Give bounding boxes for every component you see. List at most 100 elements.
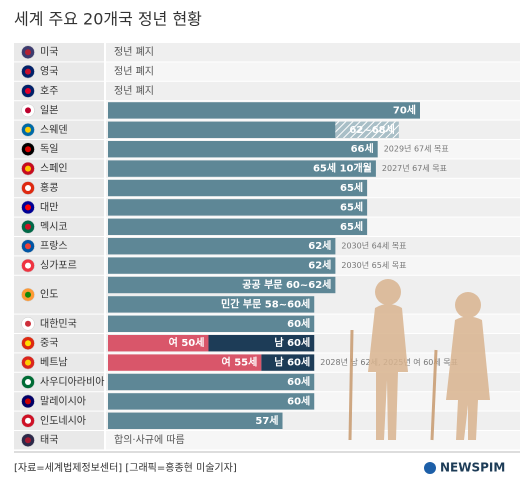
bar-label: 공공 부문 60~62세 (242, 278, 331, 291)
row-text: 정년 폐지 (114, 46, 154, 58)
bar-label: 60세 (287, 317, 310, 330)
row-text: 정년 폐지 (114, 85, 154, 97)
row-background (106, 43, 520, 62)
row-background (106, 81, 520, 101)
bar (108, 179, 368, 197)
label-cell (14, 431, 104, 450)
country-label: 프랑스 (40, 240, 68, 252)
brand-logo (424, 462, 436, 474)
label-cell (14, 256, 104, 275)
bar-label: 62세 (308, 259, 331, 272)
flag-accent (25, 243, 31, 250)
note: 2030년 65세 목표 (341, 260, 406, 270)
bar-label: 66세 (351, 142, 374, 155)
bar-label: 70세 (393, 103, 416, 116)
bar-label: 남 60세 (274, 336, 310, 349)
flag-accent (25, 68, 31, 75)
flag-accent (25, 398, 31, 405)
country-label: 중국 (40, 337, 58, 349)
country-label: 영국 (40, 66, 58, 78)
bar-label: 65세 (340, 181, 363, 194)
label-cell (14, 392, 104, 411)
bar-label: 62~68세 (349, 123, 394, 136)
country-label: 사우디아라비아 (40, 376, 104, 388)
label-cell (14, 198, 104, 217)
country-label: 대한민국 (40, 318, 77, 330)
label-cell (14, 353, 104, 372)
bar (108, 199, 368, 216)
label-cell (14, 411, 104, 430)
row-text: 합의·사규에 따름 (114, 434, 185, 446)
country-label: 태국 (40, 434, 58, 446)
label-cell (14, 140, 104, 159)
country-label: 베트남 (40, 357, 68, 369)
label-cell (14, 178, 104, 198)
bar (208, 335, 315, 352)
label-cell (14, 159, 104, 178)
bar (108, 238, 336, 255)
flag-accent (25, 437, 31, 444)
bar-label: 62세 (308, 239, 331, 252)
country-label: 인도네시아 (40, 415, 86, 427)
bar-label: 57세 (255, 414, 278, 427)
country-label: 호주 (40, 85, 58, 97)
flag-accent (25, 340, 31, 347)
flag-accent (25, 126, 31, 133)
label-cell (14, 372, 104, 392)
country-label: 인도 (40, 289, 58, 301)
bar-label: 여 55세 (222, 356, 258, 369)
bar (108, 315, 315, 332)
label-cell (14, 120, 104, 139)
bar (108, 412, 283, 429)
country-label: 미국 (40, 46, 58, 58)
bar (108, 393, 315, 410)
country-label: 대만 (40, 201, 58, 213)
row-background (106, 431, 520, 450)
label-cell (14, 237, 104, 256)
bar (108, 354, 262, 371)
row-text: 정년 폐지 (114, 66, 154, 78)
flag-accent (25, 165, 31, 172)
flag-accent (25, 359, 31, 366)
bar-label: 민간 부문 58~60세 (221, 297, 310, 310)
bar-label: 남 60세 (274, 356, 310, 369)
country-label: 일본 (40, 104, 58, 116)
label-cell (14, 81, 104, 101)
illustration (348, 279, 490, 441)
country-label: 스페인 (40, 163, 68, 175)
country-label: 말레이시아 (40, 395, 86, 407)
flag-accent (25, 185, 31, 191)
flag-accent (25, 146, 31, 153)
label-cell (14, 43, 104, 62)
label-cell (14, 334, 104, 353)
bar (108, 160, 376, 177)
country-label: 싱가포르 (40, 260, 77, 272)
bar (108, 257, 336, 274)
note: 2030년 64세 목표 (341, 241, 406, 251)
flag-accent (25, 417, 31, 424)
flag-accent (25, 204, 31, 211)
note: 2027년 67세 목표 (382, 163, 447, 173)
chart-title: 세계 주요 20개국 정년 현황 (14, 10, 202, 29)
bar (261, 354, 315, 371)
flag-accent (25, 262, 31, 269)
country-label: 스웨덴 (40, 124, 68, 136)
country-label: 홍콩 (40, 181, 58, 194)
bar (108, 296, 315, 313)
brand: NEWSPIM (440, 461, 505, 475)
flag-accent (25, 107, 31, 114)
country-label: 독일 (40, 143, 58, 155)
row-background (106, 62, 520, 81)
bar-label: 65세 (340, 220, 363, 233)
flag-accent (25, 49, 31, 56)
note: 2029년 67세 목표 (384, 144, 449, 154)
label-cell (14, 101, 104, 120)
bar-label: 60세 (287, 394, 310, 407)
bar-label: 여 50세 (169, 336, 205, 349)
bar (108, 276, 336, 294)
source: [자료=세계법제정보센터] [그래픽=홍종현 미술기자] (14, 461, 237, 474)
bar-label: 65세 (340, 200, 363, 213)
bar-label: 65세 10개월 (313, 162, 372, 175)
flag-accent (25, 223, 31, 230)
